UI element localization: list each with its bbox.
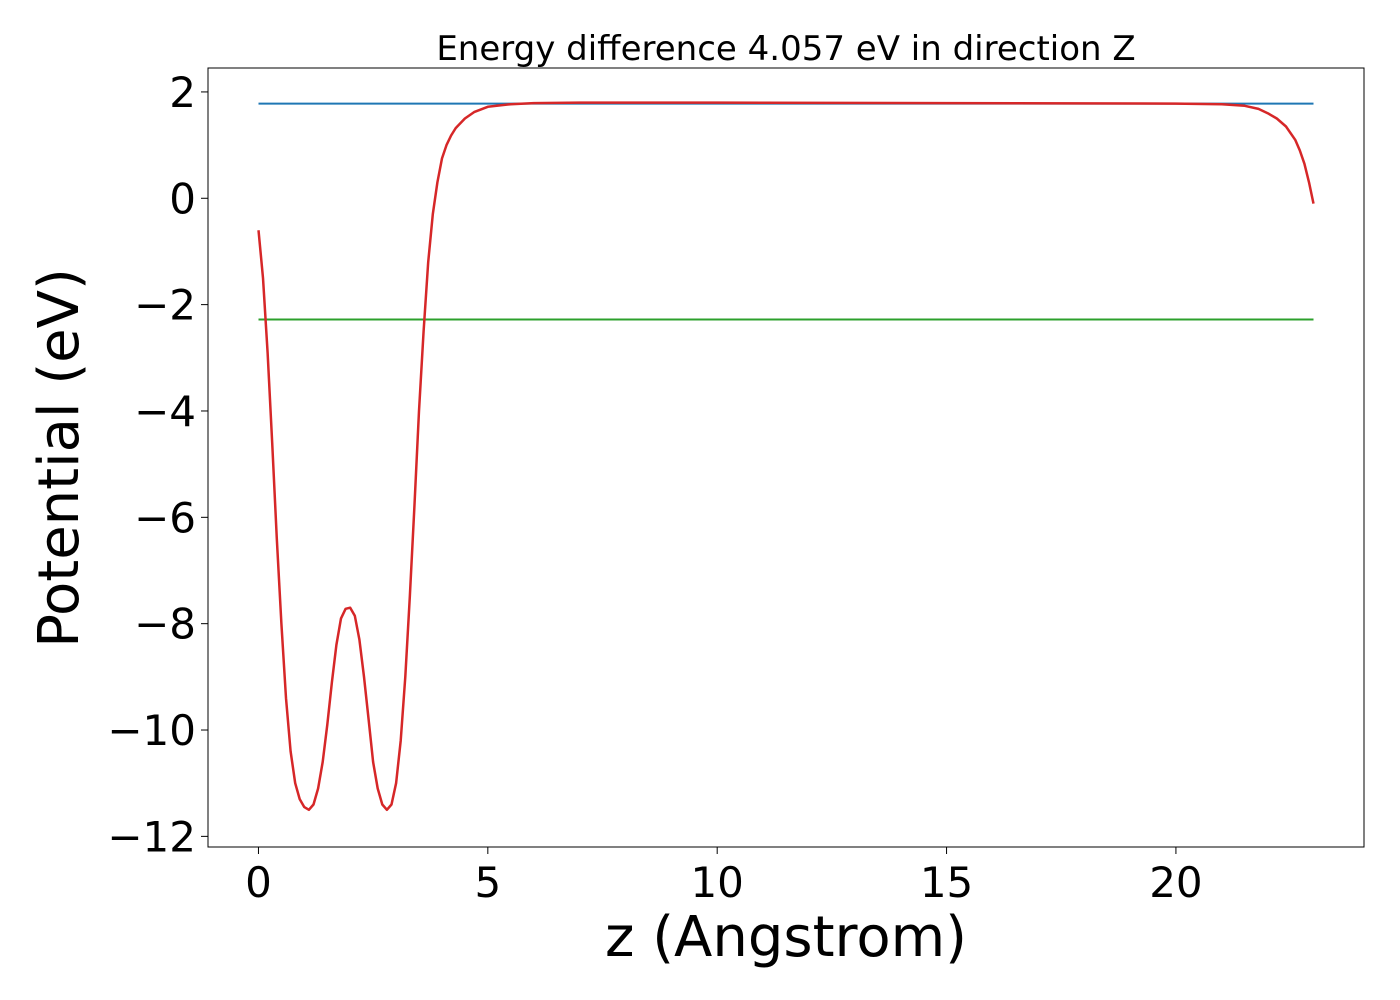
x-tick-label: 10 [690,858,743,907]
x-tick-label: 0 [245,858,272,907]
plot-lines [257,101,1315,812]
y-tick-label: −10 [107,706,196,755]
x-tick-label: 5 [474,858,501,907]
y-axis-ticks: 2 0 −2 −4 −6 −8 −10 −12 [107,68,208,861]
y-axis-label: Potential (eV) [27,268,92,648]
x-axis-ticks: 0 5 10 15 20 [245,847,1203,907]
x-tick-label: 15 [920,858,973,907]
x-axis-label: z (Angstrom) [605,905,967,970]
y-tick-label: −2 [134,281,196,330]
y-tick-label: 2 [169,68,196,117]
y-tick-label: −12 [107,812,196,861]
x-tick-label: 20 [1149,858,1202,907]
y-tick-label: −8 [134,600,196,649]
y-tick-label: −4 [134,387,196,436]
y-tick-label: 0 [169,174,196,223]
plot-frame [207,67,1365,848]
y-tick-label: −6 [134,493,196,542]
chart-title: Energy difference 4.057 eV in direction … [436,29,1135,69]
series-line-3 [257,101,1315,812]
